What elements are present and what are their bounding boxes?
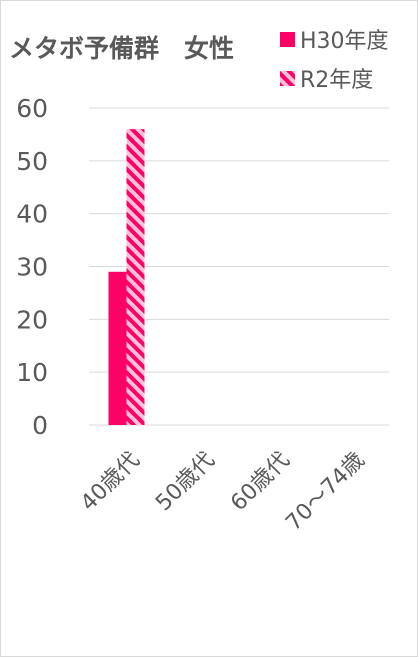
y-tick-label: 0 [32, 411, 48, 440]
bar-h30-0 [108, 271, 127, 425]
legend-label-h30: H30年度 [300, 29, 389, 54]
legend: H30年度 R2年度 [280, 29, 389, 93]
bar-r2-0 [126, 129, 145, 425]
x-tick-label: 70～74歳 [281, 448, 369, 536]
x-tick-label: 60歳代 [226, 448, 295, 517]
x-tick-label: 50歳代 [151, 448, 220, 517]
bars [108, 129, 145, 425]
y-tick-label: 40 [16, 200, 48, 229]
y-tick-label: 30 [16, 253, 48, 282]
y-tick-label: 50 [16, 147, 48, 176]
y-tick-label: 10 [16, 358, 48, 387]
legend-swatch-r2 [280, 71, 295, 86]
legend-swatch-h30 [280, 32, 295, 47]
legend-label-r2: R2年度 [300, 68, 373, 93]
x-tick-label: 40歳代 [76, 448, 145, 517]
y-axis: 0 10 20 30 40 50 60 [16, 94, 48, 440]
chart-title: メタボ予備群 女性 [9, 34, 234, 63]
y-tick-label: 20 [16, 305, 48, 334]
y-tick-label: 60 [16, 94, 48, 123]
